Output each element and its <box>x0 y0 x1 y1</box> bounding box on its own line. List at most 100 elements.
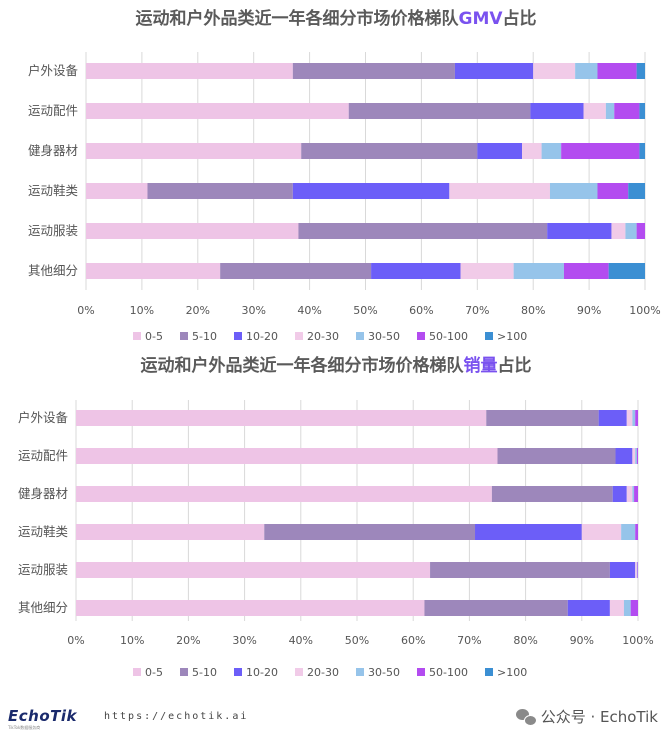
bar-segment-10-20 <box>371 263 461 279</box>
x-tick-label: 10% <box>120 634 144 647</box>
chart-title-highlight: GMV <box>458 9 503 29</box>
x-tick-label: 50% <box>353 304 377 317</box>
bar-segment-30-50 <box>632 486 635 502</box>
bar-segment-20-30 <box>449 183 550 199</box>
legend-label: 10-20 <box>246 330 278 343</box>
legend-label: 5-10 <box>192 666 217 679</box>
x-tick-label: 90% <box>577 304 601 317</box>
bar-segment-5-10 <box>424 600 568 616</box>
bar-segment-20-30 <box>581 524 622 540</box>
bar-segment-100 <box>636 63 645 79</box>
bar-segment-0-5 <box>86 63 293 79</box>
x-tick-label: 30% <box>232 634 256 647</box>
bar-segment-100 <box>628 183 645 199</box>
bar-segment-0-5 <box>76 600 425 616</box>
x-tick-label: 40% <box>297 304 321 317</box>
bar-segment-30-50 <box>625 223 637 239</box>
bar-segment-5-10 <box>301 143 478 159</box>
legend-label: 30-50 <box>368 666 400 679</box>
x-tick-label: 50% <box>345 634 369 647</box>
bar-segment-10-20 <box>567 600 610 616</box>
category-label: 户外设备 <box>18 410 69 425</box>
bar-segment-0-5 <box>86 223 299 239</box>
gmv-chart-svg: 运动和户外品类近一年各细分市场价格梯队GMV占比 0% 10% 20% 30% 40% 50… <box>28 8 661 343</box>
bar-segment-20-30 <box>626 486 633 502</box>
x-tick-label: 80% <box>521 304 545 317</box>
legend-swatch-5-10 <box>180 668 188 676</box>
legend-label: 20-30 <box>307 666 339 679</box>
x-tick-label: 70% <box>457 634 481 647</box>
bar-segment-5-10 <box>147 183 293 199</box>
bar-segment-5-10 <box>430 562 610 578</box>
legend-label: 30-50 <box>368 330 400 343</box>
x-tick-label: 80% <box>513 634 537 647</box>
bar-segment-30-50 <box>541 143 562 159</box>
bar-segment-20-30 <box>522 143 542 159</box>
category-label: 运动服装 <box>28 223 78 238</box>
bar-segment-50-100 <box>634 486 638 502</box>
bar-segment-0-5 <box>76 524 265 540</box>
website-url[interactable]: https://echotik.ai <box>104 711 249 722</box>
bar-segment-10-20 <box>454 63 534 79</box>
bar-segment-30-50 <box>575 63 598 79</box>
echotik-logo[interactable]: EchoTik <box>8 707 77 725</box>
bar-segment-10-20 <box>609 562 636 578</box>
bar-segment-0-5 <box>76 562 431 578</box>
bar-segment-30-50 <box>635 448 637 464</box>
bar-segment-100 <box>639 103 645 119</box>
chart-title-prefix: 运动和户外品类近一年各细分市场价格梯队 <box>135 8 459 29</box>
gmv-chart: 运动和户外品类近一年各细分市场价格梯队GMV占比 0% 10% 20% 30% 40% 50… <box>0 0 672 345</box>
legend-label: 10-20 <box>246 666 278 679</box>
echotik-logo-subtitle: TikTok数据服务商 <box>8 725 41 730</box>
legend-label: 0-5 <box>145 330 163 343</box>
x-tick-label: 10% <box>130 304 154 317</box>
category-label: 运动鞋类 <box>28 183 79 198</box>
bar-segment-50-100 <box>630 600 638 616</box>
bar-segment-0-5 <box>86 103 349 119</box>
bar-segment-5-10 <box>292 63 455 79</box>
bar-segment-0-5 <box>76 486 492 502</box>
bar-segment-50-100 <box>597 63 637 79</box>
category-label: 健身器材 <box>18 486 68 501</box>
bar-segment-5-10 <box>497 448 616 464</box>
chart-title-suffix: 占比 <box>498 355 532 376</box>
wechat-account: 公众号 · EchoTik <box>515 706 658 727</box>
bar-segment-50-100 <box>635 410 638 426</box>
bar-segment-30-50 <box>605 103 615 119</box>
bar-segment-20-30 <box>611 223 626 239</box>
bar-segment-50-100 <box>637 562 638 578</box>
bar-segment-50-100 <box>597 183 629 199</box>
legend-swatch-50-100 <box>417 668 425 676</box>
bar-segment-5-10 <box>348 103 531 119</box>
bar-segment-50-100 <box>563 263 609 279</box>
bar-segment-10-20 <box>292 183 450 199</box>
legend-swatch-50-100 <box>417 332 425 340</box>
bar-segment-30-50 <box>549 183 598 199</box>
legend-swatch-30-50 <box>356 668 364 676</box>
chart-title-highlight: 销量 <box>464 355 498 376</box>
wechat-icon <box>515 708 537 726</box>
bar-segment-5-10 <box>486 410 599 426</box>
category-label: 户外设备 <box>28 63 79 78</box>
category-label: 健身器材 <box>28 143 78 158</box>
bar-segment-20-30 <box>632 448 636 464</box>
bar-segment-5-10 <box>264 524 476 540</box>
bar-segment-20-30 <box>609 600 624 616</box>
category-label: 运动配件 <box>28 103 78 118</box>
chart-title: 运动和户外品类近一年各细分市场价格梯队GMV占比 <box>135 8 536 29</box>
bar-segment-20-30 <box>635 562 637 578</box>
bar-segment-0-5 <box>76 410 487 426</box>
x-tick-label: 90% <box>570 634 594 647</box>
x-tick-label: 20% <box>176 634 200 647</box>
chart-title-prefix: 运动和户外品类近一年各细分市场价格梯队 <box>141 355 465 376</box>
bar-segment-10-20 <box>612 486 627 502</box>
x-tick-label: 100% <box>629 304 660 317</box>
x-tick-label: 0% <box>67 634 84 647</box>
legend-swatch-20-30 <box>295 668 303 676</box>
bar-segment-5-10 <box>491 486 613 502</box>
category-label: 运动鞋类 <box>18 524 69 539</box>
x-tick-label: 0% <box>77 304 94 317</box>
wechat-label: 公众号 · EchoTik <box>540 708 658 726</box>
x-tick-label: 60% <box>409 304 433 317</box>
bar-segment-0-5 <box>86 263 221 279</box>
